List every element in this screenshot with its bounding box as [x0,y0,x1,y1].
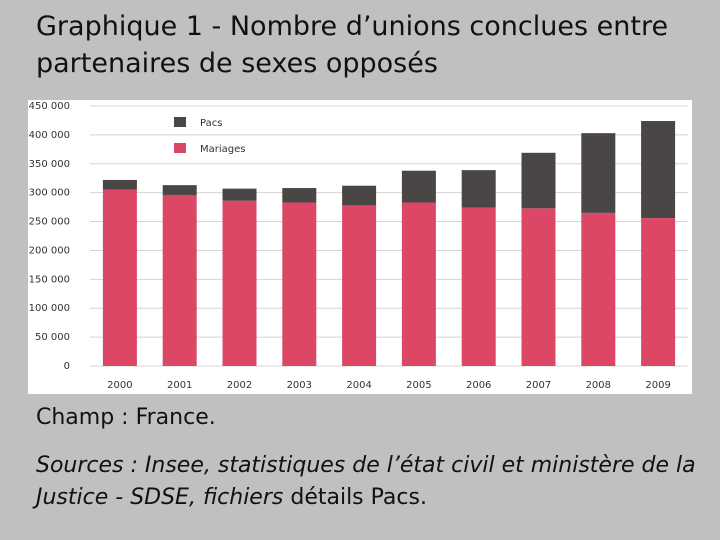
y-tick-label: 100 000 [29,303,70,314]
bar-mariages [461,207,496,366]
chart-title: Graphique 1 - Nombre d’unions conclues e… [36,11,669,79]
x-tick-label: 2007 [526,380,551,391]
y-tick-label: 300 000 [29,188,70,199]
bar-pacs [282,188,317,203]
bar-pacs [342,185,377,206]
bar-pacs [581,133,616,213]
y-tick-label: 150 000 [29,274,70,285]
bar-mariages [641,218,676,366]
x-tick-label: 2003 [287,380,312,391]
bar-pacs [162,185,197,195]
champ-note: Champ : France. [36,405,216,430]
y-tick-label: 200 000 [29,245,70,256]
bar-mariages [342,205,377,366]
bar-pacs [641,121,676,219]
bar-mariages [162,194,197,366]
y-tick-label: 0 [64,361,70,372]
bar-pacs [401,170,436,203]
sources-italic: Sources : Insee, statistiques de l’état … [36,453,696,510]
y-tick-label: 250 000 [29,217,70,228]
legend-swatch [174,143,186,153]
sources-normal: détails Pacs. [283,485,427,510]
y-tick-label: 50 000 [35,332,70,343]
x-tick-label: 2009 [645,380,670,391]
bar-pacs [222,188,257,201]
bar-mariages [282,202,317,366]
bar-mariages [521,208,556,366]
bar-pacs [521,152,556,209]
x-tick-label: 2005 [406,380,431,391]
y-tick-label: 400 000 [29,130,70,141]
bar-mariages [401,202,436,366]
x-tick-label: 2006 [466,380,491,391]
bar-mariages [102,189,137,366]
legend-label: Mariages [200,144,245,155]
bar-mariages [581,212,616,366]
x-tick-label: 2004 [346,380,371,391]
x-tick-label: 2000 [107,380,132,391]
bar-pacs [102,179,137,190]
x-tick-label: 2002 [227,380,252,391]
bar-mariages [222,200,257,366]
x-tick-label: 2008 [586,380,611,391]
bar-pacs [461,170,496,208]
legend-swatch [174,117,186,127]
sources-note: Sources : Insee, statistiques de l’état … [36,450,696,514]
y-tick-label: 350 000 [29,159,70,170]
bar-chart: 0 50 000 100 000 150 000 200 000 250 000 300 0… [29,101,688,391]
y-tick-label: 450 000 [29,101,70,112]
x-tick-label: 2001 [167,380,192,391]
legend-label: Pacs [200,118,222,129]
chart-container: 0 50 000 100 000 150 000 200 000 250 000 300 0… [28,100,692,394]
